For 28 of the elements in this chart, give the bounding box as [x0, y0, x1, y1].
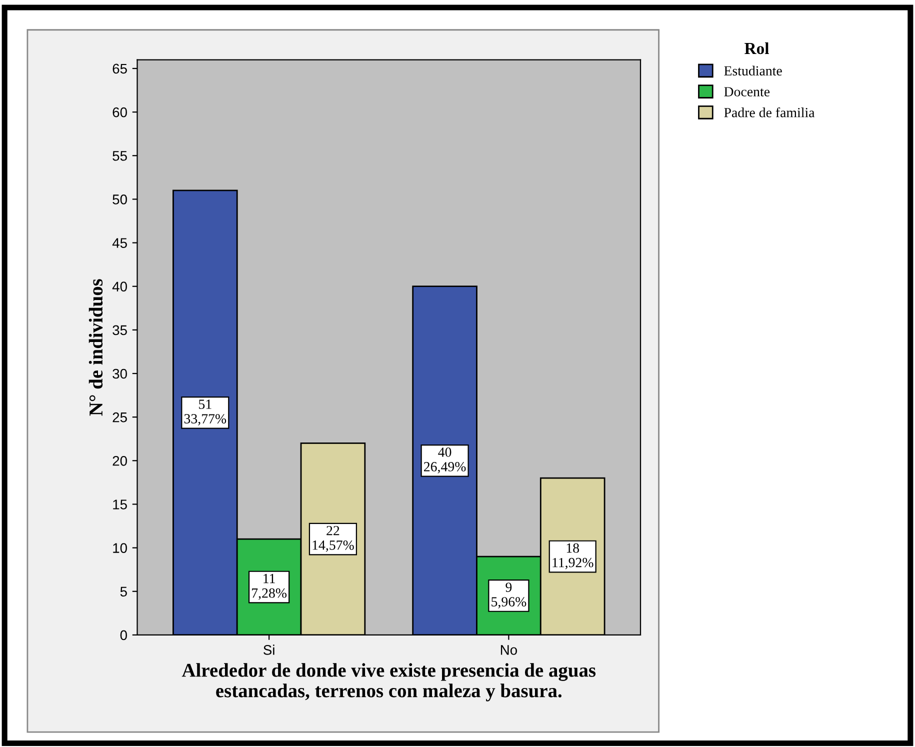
legend-label: Padre de familia — [724, 107, 815, 118]
x-axis-title: Alrededor de donde vive existe presencia de aguas estancadas, terrenos con maleza y basura. — [182, 663, 596, 702]
y-tick-label: 50 — [112, 194, 127, 204]
data-label: 11 7,28% — [252, 574, 287, 600]
y-tick-label: 5 — [120, 586, 127, 597]
y-tick-label: 55 — [112, 151, 127, 161]
data-label: 18 11,92% — [552, 543, 594, 570]
y-tick-label: 35 — [112, 325, 127, 336]
x-tick-label: Si — [264, 644, 274, 655]
data-label: 9 5,96% — [492, 582, 526, 608]
legend-label: Docente — [724, 87, 770, 96]
y-tick-label: 10 — [113, 543, 127, 553]
y-tick-label: 65 — [112, 64, 127, 74]
legend-label: Estudiante — [724, 66, 782, 76]
legend-title: Rol — [744, 42, 769, 54]
y-tick-label: 40 — [112, 282, 127, 292]
y-tick-label: 30 — [112, 368, 127, 379]
y-axis-title: N° de individuos — [88, 279, 103, 416]
data-label: 51 33,77% — [184, 400, 226, 426]
data-label: 22 14,57% — [312, 526, 354, 552]
y-tick-label: 15 — [113, 500, 127, 510]
y-tick-label: 25 — [112, 412, 127, 422]
y-tick-label: 45 — [112, 238, 127, 248]
y-tick-label: 60 — [112, 107, 127, 118]
y-tick-label: 0 — [120, 630, 127, 640]
x-tick-label: No — [500, 645, 517, 655]
y-tick-label: 20 — [112, 456, 127, 466]
data-label: 40 26,49% — [424, 447, 466, 474]
